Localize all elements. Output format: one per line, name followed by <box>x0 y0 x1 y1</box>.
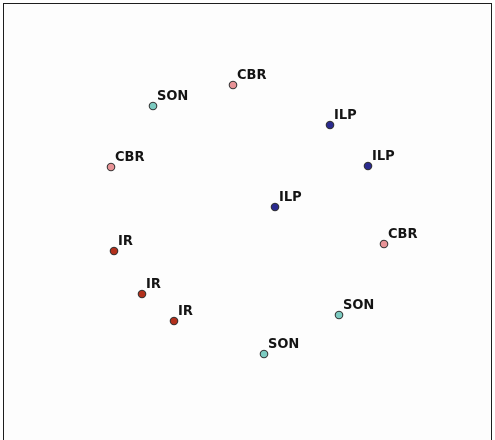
point-label: CBR <box>237 68 266 83</box>
data-point-6: ILP <box>270 190 302 212</box>
data-point-7: CBR <box>379 227 417 249</box>
point-label: CBR <box>115 150 144 165</box>
data-point-5: ILP <box>363 149 395 171</box>
point-label: IR <box>178 304 193 319</box>
point-marker <box>334 310 344 320</box>
data-point-8: IR <box>109 234 133 256</box>
point-marker <box>228 80 238 90</box>
point-label: CBR <box>388 227 417 242</box>
point-marker <box>137 289 147 299</box>
point-marker <box>259 349 269 359</box>
data-point-3: ILP <box>325 108 357 130</box>
point-label: IR <box>146 277 161 292</box>
point-label: ILP <box>279 190 302 205</box>
point-label: SON <box>343 298 374 313</box>
point-label: IR <box>118 234 133 249</box>
data-point-10: IR <box>169 304 193 326</box>
data-point-11: SON <box>334 298 374 320</box>
point-marker <box>169 316 179 326</box>
point-label: ILP <box>334 108 357 123</box>
point-label: SON <box>268 337 299 352</box>
point-label: ILP <box>372 149 395 164</box>
point-label: SON <box>157 89 188 104</box>
data-point-1: SON <box>148 89 188 111</box>
point-marker <box>379 239 389 249</box>
plot-frame <box>3 3 492 440</box>
point-marker <box>106 162 116 172</box>
point-marker <box>325 120 335 130</box>
data-point-9: IR <box>137 277 161 299</box>
point-marker <box>148 101 158 111</box>
point-marker <box>109 246 119 256</box>
data-point-2: CBR <box>228 68 266 90</box>
point-marker <box>270 202 280 212</box>
point-marker <box>363 161 373 171</box>
data-point-4: CBR <box>106 150 144 172</box>
points-layer: SON CBR ILP CBR ILP ILP CBR IR IR IR SON SON <box>106 68 417 359</box>
data-point-12: SON <box>259 337 299 359</box>
